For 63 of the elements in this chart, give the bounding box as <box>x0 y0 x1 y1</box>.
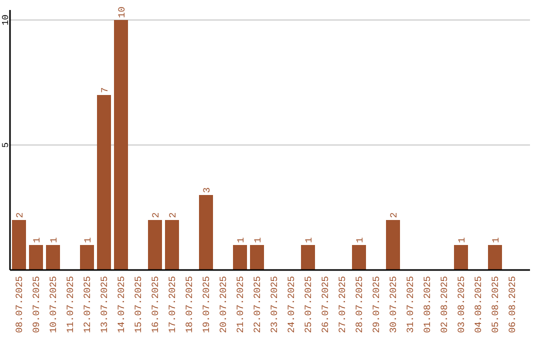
bar <box>80 245 94 270</box>
x-tick-label: 18.07.2025 <box>184 276 195 334</box>
bar <box>233 245 247 270</box>
x-tick-label: 24.07.2025 <box>286 276 297 334</box>
bar <box>114 20 128 270</box>
data-label: 1 <box>236 237 246 243</box>
x-tick-label: 17.07.2025 <box>167 276 178 334</box>
x-tick-label: 14.07.2025 <box>116 276 127 334</box>
bar <box>165 220 179 270</box>
bar <box>250 245 264 270</box>
x-tick-label: 22.07.2025 <box>252 276 263 334</box>
data-label: 10 <box>116 6 128 18</box>
x-tick-label: 02.08.2025 <box>439 276 450 334</box>
bar <box>199 195 213 270</box>
bar <box>352 245 366 270</box>
x-tick-label: 27.07.2025 <box>337 276 348 334</box>
x-tick-label: 04.08.2025 <box>473 276 484 334</box>
bar <box>97 95 111 270</box>
data-label: 1 <box>490 237 502 243</box>
x-tick-label: 15.07.2025 <box>133 276 144 334</box>
x-tick-label: 13.07.2025 <box>99 276 110 334</box>
x-tick-label: 01.08.2025 <box>422 276 433 334</box>
x-tick-label: 10.07.2025 <box>48 276 59 334</box>
x-tick-label: 11.07.2025 <box>65 276 76 334</box>
y-tick-label: 5 <box>1 142 11 148</box>
bar <box>12 220 26 270</box>
data-label: 1 <box>48 237 60 243</box>
bar <box>148 220 162 270</box>
data-label: 2 <box>150 212 162 218</box>
bar <box>46 245 60 270</box>
x-tick-label: 08.07.2025 <box>14 276 25 334</box>
x-tick-label: 09.07.2025 <box>31 276 42 334</box>
x-tick-label: 23.07.2025 <box>269 276 280 334</box>
bar <box>386 220 400 270</box>
bar <box>29 245 43 270</box>
x-tick-label: 03.08.2025 <box>456 276 467 334</box>
data-label: 1 <box>354 237 366 243</box>
data-label: 2 <box>14 212 26 218</box>
data-label: 7 <box>100 87 110 93</box>
data-label: 2 <box>168 212 178 218</box>
x-tick-label: 21.07.2025 <box>235 276 246 334</box>
x-tick-label: 28.07.2025 <box>354 276 365 334</box>
x-tick-label: 30.07.2025 <box>388 276 399 334</box>
data-label: 2 <box>388 212 400 218</box>
x-tick-label: 31.07.2025 <box>405 276 416 334</box>
x-tick-label: 12.07.2025 <box>82 276 93 334</box>
data-label: 1 <box>304 237 314 243</box>
x-tick-label: 20.07.2025 <box>218 276 229 334</box>
x-tick-label: 26.07.2025 <box>320 276 331 334</box>
data-label: 1 <box>82 237 94 243</box>
data-label: 1 <box>252 237 264 243</box>
x-tick-label: 29.07.2025 <box>371 276 382 334</box>
bar <box>301 245 315 270</box>
data-label: 3 <box>202 187 212 193</box>
data-label: 1 <box>456 237 468 243</box>
x-tick-label: 05.08.2025 <box>490 276 501 334</box>
x-tick-label: 19.07.2025 <box>201 276 212 334</box>
bar <box>454 245 468 270</box>
x-tick-label: 16.07.2025 <box>150 276 161 334</box>
bar <box>488 245 502 270</box>
data-label: 1 <box>32 237 42 243</box>
x-tick-label: 06.08.2025 <box>507 276 518 334</box>
x-tick-label: 25.07.2025 <box>303 276 314 334</box>
